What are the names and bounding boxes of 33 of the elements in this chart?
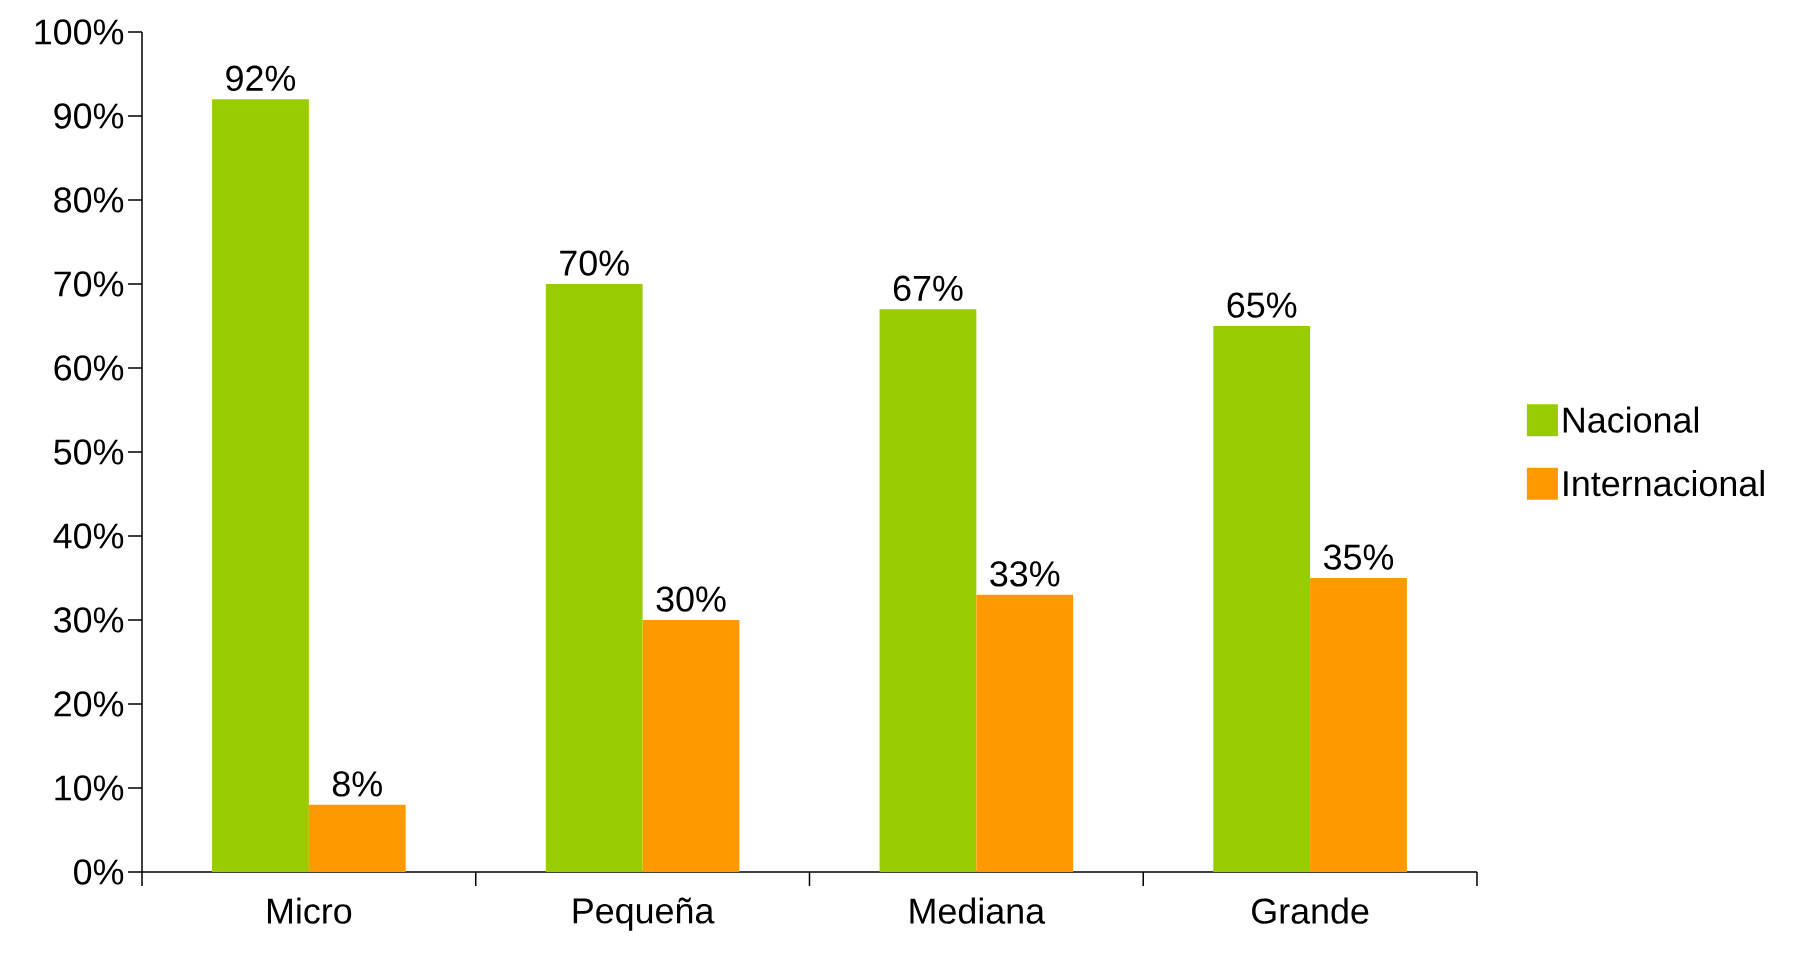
bar	[1213, 325, 1311, 872]
legend-label: Nacional	[1563, 406, 1699, 433]
data-label: 30%	[656, 586, 726, 612]
x-tick-label: Mediana	[910, 897, 1046, 924]
bar	[976, 594, 1074, 872]
data-label: 33%	[990, 561, 1060, 587]
y-tick-label: 0%	[74, 859, 124, 885]
data-label: 35%	[1323, 544, 1394, 570]
bar	[879, 309, 977, 872]
x-tick-label: Grande	[1252, 897, 1369, 924]
legend-label: Internacional	[1564, 470, 1764, 497]
y-tick-label: 20%	[54, 691, 124, 717]
bar	[1310, 578, 1407, 872]
data-label: 67%	[893, 275, 963, 301]
y-tick-label: 50%	[54, 439, 124, 465]
data-label: 8%	[332, 771, 382, 797]
y-tick-label: 60%	[54, 355, 124, 381]
y-tick-label: 40%	[53, 523, 124, 549]
y-tick-label: 90%	[54, 103, 124, 129]
y-tick-label: 10%	[55, 775, 124, 801]
bar	[308, 804, 406, 872]
bar	[642, 620, 740, 872]
bar	[212, 99, 309, 872]
y-tick-label: 30%	[54, 607, 124, 633]
x-tick-label: Micro	[267, 897, 352, 924]
y-tick-label: 80%	[54, 187, 124, 213]
data-label: 92%	[226, 65, 296, 91]
bar	[545, 283, 643, 872]
data-label: 65%	[1227, 292, 1297, 318]
data-label: 70%	[560, 250, 629, 276]
y-tick-label: 100%	[35, 19, 124, 45]
y-tick-label: 70%	[54, 271, 124, 297]
x-tick-label: Pequeña	[573, 897, 715, 931]
